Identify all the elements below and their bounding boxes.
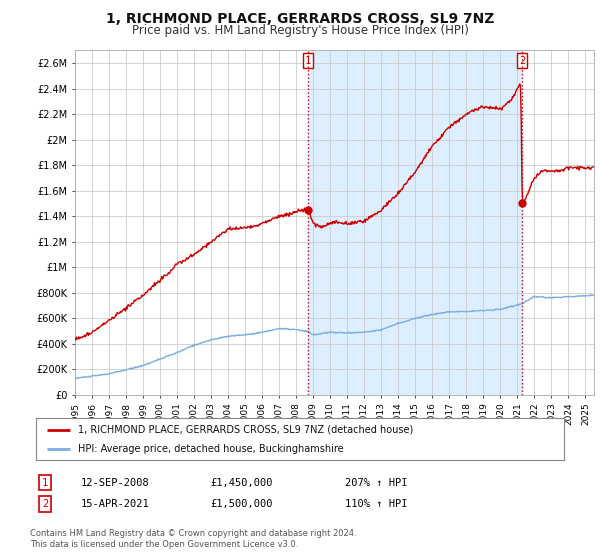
Text: 15-APR-2021: 15-APR-2021	[81, 499, 150, 509]
Text: Contains HM Land Registry data © Crown copyright and database right 2024.
This d: Contains HM Land Registry data © Crown c…	[30, 529, 356, 549]
Text: £1,500,000: £1,500,000	[210, 499, 272, 509]
Bar	[308, 50, 522, 395]
Text: 1: 1	[305, 55, 311, 66]
Text: 1, RICHMOND PLACE, GERRARDS CROSS, SL9 7NZ: 1, RICHMOND PLACE, GERRARDS CROSS, SL9 7…	[106, 12, 494, 26]
Text: 110% ↑ HPI: 110% ↑ HPI	[345, 499, 407, 509]
Text: Price paid vs. HM Land Registry's House Price Index (HPI): Price paid vs. HM Land Registry's House …	[131, 24, 469, 36]
Text: £1,450,000: £1,450,000	[210, 478, 272, 488]
Text: 2: 2	[42, 499, 48, 509]
Text: 12-SEP-2008: 12-SEP-2008	[81, 478, 150, 488]
Text: 207% ↑ HPI: 207% ↑ HPI	[345, 478, 407, 488]
Text: 2: 2	[519, 55, 526, 66]
Text: 1, RICHMOND PLACE, GERRARDS CROSS, SL9 7NZ (detached house): 1, RICHMOND PLACE, GERRARDS CROSS, SL9 7…	[78, 424, 413, 435]
Text: 1: 1	[42, 478, 48, 488]
Text: HPI: Average price, detached house, Buckinghamshire: HPI: Average price, detached house, Buck…	[78, 444, 344, 454]
